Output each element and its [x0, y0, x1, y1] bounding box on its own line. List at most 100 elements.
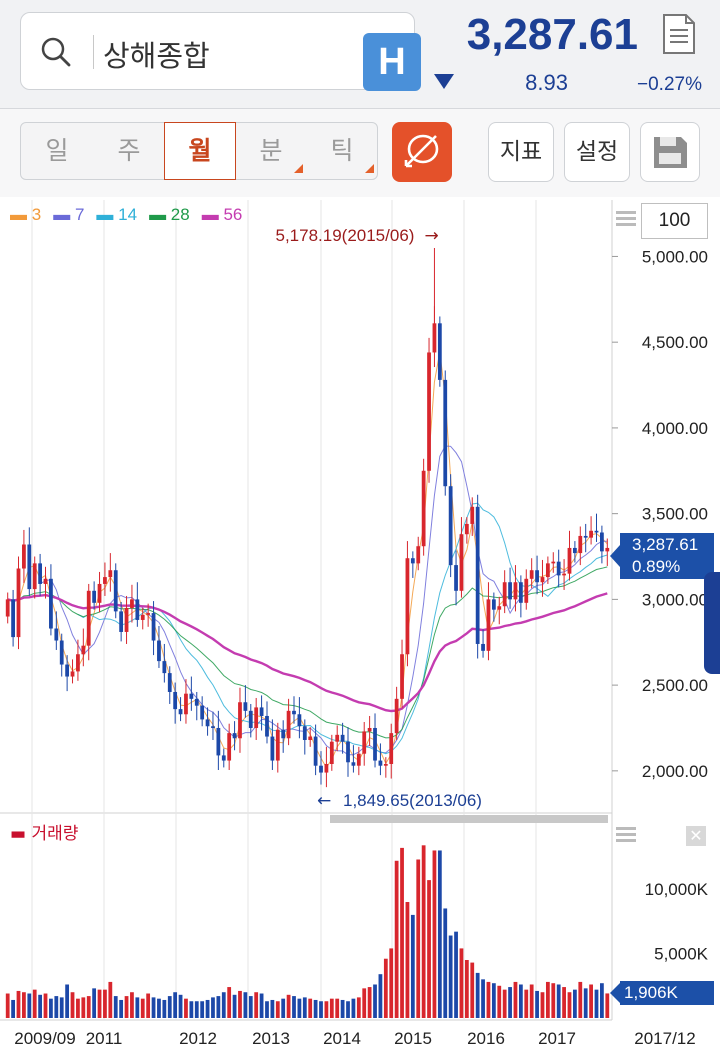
candle-body — [367, 727, 372, 732]
volume-bar — [140, 998, 145, 1018]
candle-body — [130, 599, 134, 608]
search-box[interactable]: 상해종합 H — [20, 12, 421, 91]
search-input[interactable]: 상해종합 — [103, 39, 210, 73]
volume-bar — [405, 902, 410, 1018]
candle-body — [383, 763, 388, 766]
candle-body — [373, 727, 377, 761]
save-button[interactable] — [640, 122, 700, 182]
candle-body — [594, 530, 599, 533]
volume-bar — [11, 999, 15, 1018]
legend-item-ma28[interactable]: ▬ 28 — [149, 205, 190, 224]
candle-body — [394, 698, 399, 734]
candle-body — [443, 379, 448, 487]
volume-bar — [292, 996, 296, 1018]
candle-body — [540, 577, 545, 583]
candle-body — [157, 640, 161, 662]
menu-icon[interactable] — [616, 210, 636, 228]
current-price-tag: 3,287.61 0.89% — [610, 533, 714, 579]
ma56-line — [7, 592, 608, 713]
candle-body — [497, 606, 502, 610]
close-volume-icon[interactable]: ✕ — [686, 826, 706, 846]
volume-bar — [383, 958, 388, 1018]
candle-body — [454, 565, 458, 591]
legend-item-ma14[interactable]: ▬ 14 — [96, 205, 138, 224]
legend-label: 3 — [31, 205, 42, 224]
volume-bar — [157, 998, 161, 1018]
candle-body — [65, 664, 70, 677]
legend-item-ma7[interactable]: ▬ 7 — [53, 205, 85, 224]
volume-menu-icon[interactable] — [616, 826, 636, 844]
volume-bar — [151, 997, 156, 1018]
price-tag-percent: 0.89% — [632, 557, 681, 576]
candle-body — [227, 733, 232, 761]
volume-bar — [421, 845, 426, 1018]
dropdown-corner-icon — [365, 164, 374, 173]
period-minute[interactable]: 분 — [235, 123, 307, 179]
volume-bar — [38, 994, 43, 1018]
volume-bar — [49, 998, 53, 1018]
volume-bar — [432, 850, 437, 1018]
candle-body — [232, 733, 237, 739]
volume-bar — [167, 996, 172, 1018]
x-tick-label: 2013 — [252, 1029, 290, 1048]
candle-body — [459, 534, 464, 591]
drawing-tool-button[interactable] — [392, 122, 452, 182]
settings-button[interactable]: 설정 — [564, 122, 630, 182]
candle-body — [54, 628, 59, 641]
period-tick[interactable]: 틱 — [306, 123, 378, 179]
candle-body — [70, 671, 75, 677]
candle-body — [211, 726, 215, 728]
volume-bar — [281, 998, 286, 1018]
volume-bar — [265, 1001, 269, 1018]
indicator-button[interactable]: 지표 — [488, 122, 554, 182]
candle-body — [427, 352, 431, 471]
volume-bar — [351, 998, 356, 1018]
visible-count-input[interactable]: 100 — [641, 203, 708, 239]
candle-body — [475, 506, 480, 644]
candle-body — [556, 561, 561, 576]
candle-body — [275, 729, 280, 761]
candle-body — [146, 613, 151, 615]
volume-bar — [238, 990, 242, 1018]
candle-body — [248, 710, 253, 728]
volume-bar — [232, 994, 237, 1018]
volume-bar — [335, 998, 340, 1018]
candle-body — [238, 702, 242, 739]
period-monthly[interactable]: 월 — [164, 122, 236, 180]
volume-bar — [54, 996, 59, 1018]
candle-body — [59, 640, 64, 665]
volume-bar — [567, 992, 572, 1018]
period-weekly[interactable]: 주 — [93, 123, 165, 179]
search-icon[interactable] — [39, 35, 73, 69]
candlestick-chart[interactable]: 5,000.00 4,500.00 4,000.00 3,500.00 3,000.00… — [0, 198, 720, 1050]
candle-body — [43, 578, 48, 584]
volume-bar — [443, 908, 448, 1018]
legend-item-ma56[interactable]: ▬ 56 — [201, 205, 243, 224]
volume-bar — [459, 948, 464, 1018]
chart-scrollbar[interactable] — [330, 815, 608, 823]
candle-body — [281, 729, 286, 739]
candle-body — [405, 558, 410, 655]
volume-bar — [313, 999, 318, 1018]
candle-body — [400, 654, 404, 699]
volume-bar — [572, 989, 577, 1018]
candle-body — [184, 693, 188, 715]
candle-body — [605, 547, 610, 552]
legend-item-ma3[interactable]: ▬ 3 — [10, 205, 42, 224]
volume-bar — [437, 850, 442, 1018]
side-panel-handle[interactable] — [704, 572, 720, 674]
ma28-line — [7, 566, 608, 739]
period-daily[interactable]: 일 — [21, 123, 93, 179]
candle-body — [259, 707, 264, 716]
candle-body — [151, 613, 156, 641]
candle-body — [173, 691, 178, 710]
candle-body — [329, 741, 334, 764]
volume-tick-label: 10,000K — [645, 880, 709, 899]
candle-body — [119, 611, 124, 632]
volume-bar — [200, 1001, 205, 1018]
volume-bar — [481, 979, 485, 1018]
volume-bar — [340, 999, 345, 1018]
market-badge[interactable]: H — [363, 33, 421, 91]
document-icon[interactable] — [662, 14, 696, 54]
x-tick-label: 2012 — [179, 1029, 217, 1048]
